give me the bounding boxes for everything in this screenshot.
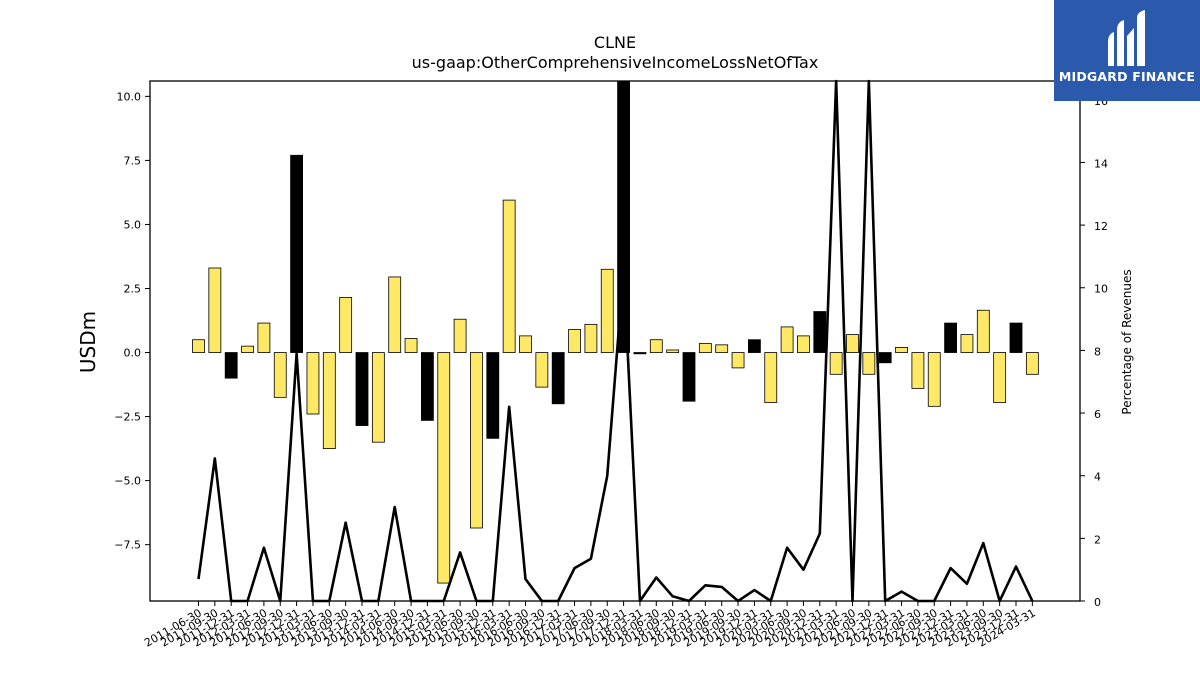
y-tick-label: 2.5 [124,282,142,295]
bar-2021-06-30 [846,334,859,353]
y2-axis-label: Percentage of Revenues [1120,269,1134,414]
y-tick-label: 10.0 [117,90,142,103]
bar-2017-06-30 [584,323,598,353]
bar-2012-09-30 [273,352,287,398]
bar-2012-03-31 [241,345,254,353]
bar-2019-12-31 [748,339,761,353]
bar-2015-06-30 [453,318,467,353]
bar-2023-12-31 [1009,322,1023,353]
logo-text: MIDGARD FINANCE [1058,69,1196,84]
bar-2021-09-30 [862,352,876,375]
chart-subtitle: us-gaap:OtherComprehensiveIncomeLossNetO… [412,53,819,72]
bar-2015-09-30 [470,352,483,529]
bar-2012-12-31 [290,154,304,353]
bar-2020-12-31 [813,311,827,353]
bar-2013-09-30 [339,297,353,353]
y-axis-ticks: 10.0 7.5 5.0 2.5 0.0 −2.5 −5.0 −7.5 [114,90,150,552]
bar-2022-06-30 [911,352,925,389]
y2-tick-label: 8 [1094,345,1101,358]
bar-2014-12-31 [420,352,434,421]
bar-2023-06-30 [976,309,990,353]
bar-2016-06-30 [519,335,532,353]
bar-2022-03-31 [895,346,908,353]
bar-2018-09-30 [666,349,680,353]
bar-2011-06-30 [192,339,205,353]
bar-2018-06-30 [649,339,663,353]
bar-2019-09-30 [731,352,745,369]
bar-2016-03-31 [502,199,516,353]
y2-tick-label: 2 [1094,533,1101,546]
logo-mark-icon [1108,10,1145,66]
bar-2024-03-31 [1025,352,1039,375]
bar-2019-03-31 [698,343,712,353]
y2-tick-label: 10 [1094,283,1108,296]
y-tick-label: −5.0 [114,475,141,488]
bar-2014-09-30 [404,338,418,353]
bar-2012-06-30 [257,322,271,353]
bar-2022-12-31 [944,322,957,353]
bar-2019-06-30 [715,344,729,353]
bar-2017-03-31 [568,329,581,353]
y2-tick-label: 14 [1094,157,1108,170]
bar-2015-12-31 [486,352,500,439]
bar-2020-03-31 [764,352,778,403]
y-tick-label: −2.5 [114,411,141,424]
y-axis-label: USDm [76,311,100,373]
brand-logo: MIDGARD FINANCE [1054,0,1200,101]
bar-2020-06-30 [780,326,794,353]
bar-2013-03-31 [306,352,320,415]
chart-title: CLNE [594,33,636,52]
bar-2016-09-30 [535,352,549,388]
bar-2021-03-31 [829,352,843,375]
percentage-of-revenues-line [197,79,1034,603]
y-tick-label: −7.5 [114,539,141,552]
bar-2011-09-30 [208,267,222,353]
y-tick-label: 0.0 [124,347,142,360]
y2-tick-label: 0 [1094,596,1101,609]
bar-2018-03-31 [633,352,647,355]
bar-2015-03-31 [437,352,451,584]
bar-group [192,80,1039,584]
y2-tick-label: 4 [1094,471,1101,484]
bar-2014-06-30 [388,276,402,353]
bar-2022-09-30 [927,352,941,407]
bar-2021-12-31 [878,352,892,364]
bar-2017-09-30 [600,268,614,353]
y-tick-label: 7.5 [124,154,142,167]
bar-2016-12-31 [551,352,565,405]
plot-frame [149,80,1081,602]
y-tick-label: 5.0 [124,218,142,231]
y2-tick-label: 6 [1094,408,1101,421]
bar-2020-09-30 [797,335,810,353]
bar-2013-06-30 [322,352,336,449]
bar-2013-12-31 [355,352,369,426]
percentage-line-group [197,79,1034,603]
bar-2023-03-31 [960,334,974,353]
bar-2023-09-30 [993,352,1007,403]
bar-2018-12-31 [682,352,696,402]
y2-tick-label: 12 [1094,220,1108,233]
bar-2011-12-31 [224,352,238,379]
x-axis-ticks: 2011-06-302011-09-302011-12-312012-03-31… [142,601,1038,650]
bar-2014-03-31 [371,352,385,443]
